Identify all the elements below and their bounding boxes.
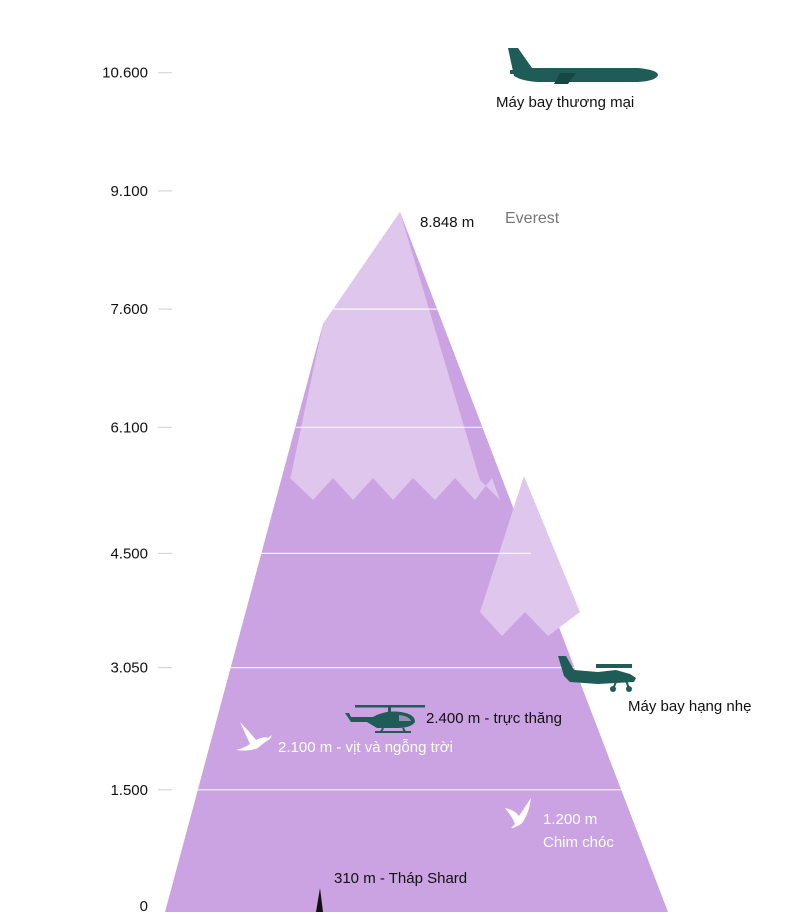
tick-label-3050: 3.050: [110, 660, 148, 677]
commercial-plane-label: Máy bay thương mại: [496, 94, 634, 111]
goose-icon: [236, 722, 272, 751]
tower-icon: [316, 888, 323, 912]
everest-mountain: [165, 212, 668, 912]
everest-snow-cap: [290, 212, 500, 500]
tick-label-4500: 4.500: [110, 545, 148, 562]
tick-label-7600: 7.600: [110, 301, 148, 318]
altitude-axis: 0 1.500 3.050 4.500 6.100 7.600 9.100 10…: [102, 65, 148, 915]
everest-name-label: Everest: [505, 210, 560, 227]
mountains: [165, 212, 668, 912]
mountain-gridlines: [197, 308, 622, 791]
axis-tick-marks: [158, 72, 172, 791]
tick-label-6100: 6.100: [110, 419, 148, 436]
helicopter-icon: [345, 705, 425, 733]
tick-label-9100: 9.100: [110, 183, 148, 200]
tick-label-1500: 1.500: [110, 782, 148, 799]
tick-label-10600: 10.600: [102, 65, 148, 82]
light-plane-label: Máy bay hạng nhẹ: [628, 698, 751, 715]
bird-icon: [505, 798, 531, 828]
small-plane-icon: [558, 656, 636, 692]
tick-label-0: 0: [140, 898, 148, 912]
birds-altitude-label: 1.200 m: [543, 811, 597, 828]
birds-name-label: Chim chóc: [543, 834, 614, 851]
shard-label: 310 m - Tháp Shard: [334, 870, 467, 887]
helicopter-label: 2.400 m - trực thăng: [426, 710, 562, 727]
airliner-icon: [508, 48, 658, 84]
geese-label: 2.100 m - vịt và ngỗng trời: [278, 739, 453, 756]
secondary-peak: [480, 476, 580, 636]
everest-height-label: 8.848 m: [420, 214, 474, 231]
